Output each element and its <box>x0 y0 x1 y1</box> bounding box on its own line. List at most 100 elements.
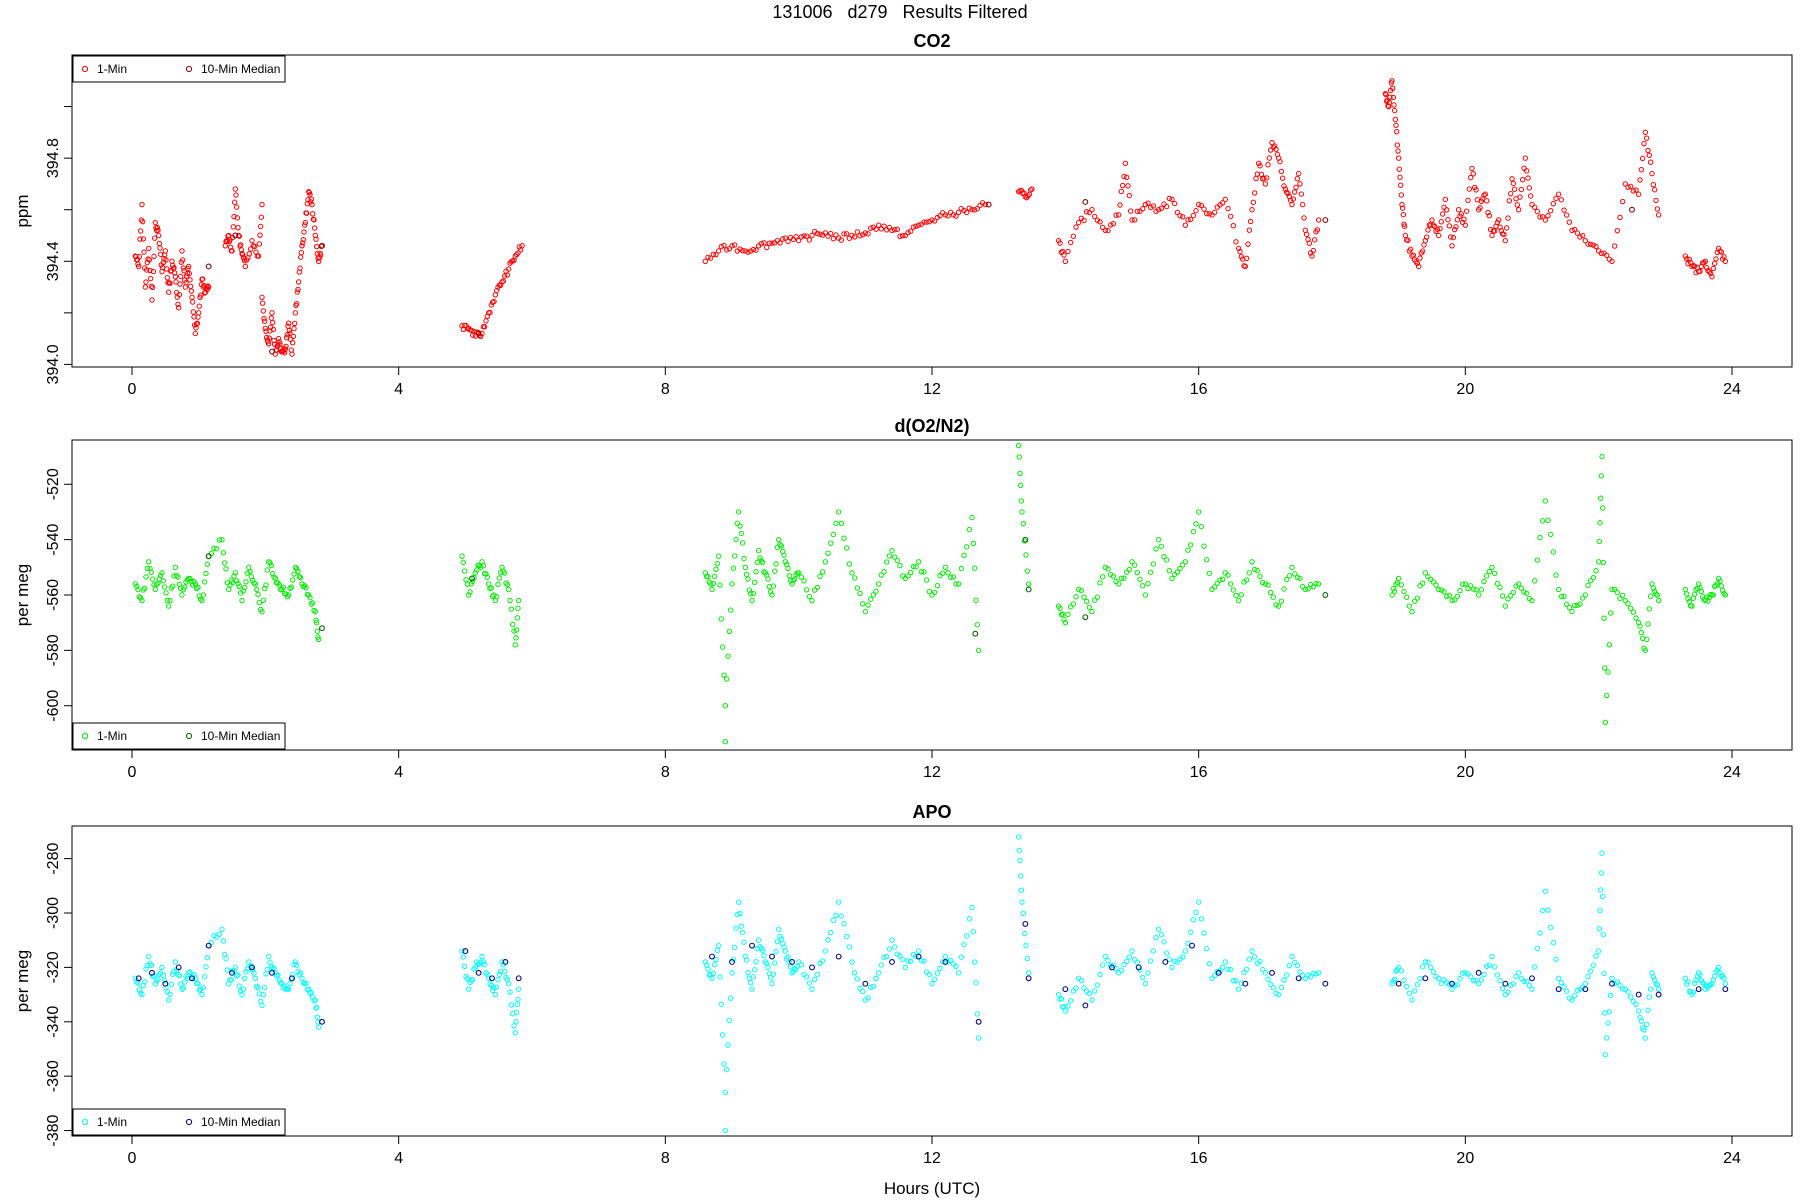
panel-1-point-1min <box>237 242 244 248</box>
panel-1-point-1min <box>231 213 237 220</box>
panel-1-point-1min <box>1295 170 1302 177</box>
panel-3-point-1min <box>1465 971 1471 977</box>
panel-2-point-1min <box>1627 605 1634 612</box>
panel-3-point-1min <box>739 929 746 936</box>
panel-3-point-1min <box>512 1029 519 1036</box>
panel-2-point-1min <box>1273 602 1279 608</box>
panel-3-point-1min <box>1219 964 1226 971</box>
panel-3-point-1min <box>1406 990 1413 996</box>
panel-2-point-1min <box>1391 588 1398 595</box>
panel-2-point-1min <box>461 568 468 574</box>
panel-2-point-1min <box>477 564 484 570</box>
panel-3-point-1min <box>315 1019 321 1025</box>
panel-3-point-1min <box>1483 963 1490 969</box>
panel-2-point-1min <box>1653 591 1659 597</box>
panel-3-point-1min <box>1593 953 1599 959</box>
panel-2-point-1min <box>1102 564 1109 571</box>
panel-1-point-1min <box>766 240 773 246</box>
panel-3-point-1min <box>714 947 721 954</box>
panel-2-point-1min <box>1246 570 1253 576</box>
panel-3-point-1min <box>1023 942 1029 949</box>
panel-1-point-1min <box>1243 255 1250 261</box>
panel-2-point-1min <box>1302 586 1309 593</box>
panel-2-point-1min <box>915 559 922 565</box>
panel-3-point-1min <box>969 904 975 911</box>
panel-1-xtick-label: 24 <box>1723 381 1741 398</box>
panel-2-point-1min <box>1637 623 1643 629</box>
panel-2-point-1min <box>1115 581 1122 587</box>
panel-2-point-1min <box>1494 580 1501 587</box>
panel-1-point-1min <box>261 315 267 322</box>
panel-3-point-1min <box>795 959 802 965</box>
panel-3-point-1min <box>811 976 818 983</box>
panel-3-point-median <box>1582 986 1589 993</box>
panel-1-point-1min <box>1393 122 1399 128</box>
panel-2-point-1min <box>1465 585 1471 592</box>
panel-2-point-1min <box>288 584 295 590</box>
panel-2-point-1min <box>727 607 734 613</box>
panel-1-point-1min <box>1025 193 1031 199</box>
panel-1-point-1min <box>194 320 201 326</box>
panel-3-point-median <box>1162 959 1169 965</box>
panel-1-point-1min <box>718 243 725 250</box>
panel-3-point-1min <box>913 953 919 959</box>
panel-2-point-1min <box>1147 569 1154 575</box>
panel-2-point-1min <box>1211 584 1218 590</box>
panel-1-point-1min <box>1091 213 1098 220</box>
panel-2-point-1min <box>773 561 779 567</box>
panel-3-point-1min <box>1278 984 1285 991</box>
panel-3-point-1min <box>1153 934 1159 941</box>
panel-3-point-1min <box>705 966 711 972</box>
panel-2-point-1min <box>1233 592 1239 599</box>
panel-2-point-1min <box>1061 616 1067 623</box>
panel-3-point-1min <box>1647 986 1654 992</box>
panel-3-point-1min <box>1419 964 1426 970</box>
panel-1-point-1min <box>1253 175 1259 182</box>
panel-1-point-1min <box>177 281 183 287</box>
panel-1-point-1min <box>1467 174 1474 181</box>
panel-1-point-1min <box>1190 212 1197 219</box>
panel-2-point-1min <box>291 571 297 577</box>
panel-2-point-1min <box>309 600 316 606</box>
panel-2-point-1min <box>822 559 829 565</box>
panel-2-point-1min <box>1310 583 1317 590</box>
panel-3-point-1min <box>1147 958 1154 964</box>
panel-1-point-1min <box>713 251 719 258</box>
panel-3-point-1min <box>147 961 153 967</box>
panel-1-xtick-label: 20 <box>1456 381 1474 398</box>
panel-1-point-1min <box>1709 274 1715 280</box>
panel-2-point-1min <box>1569 608 1575 615</box>
panel-2-point-1min <box>467 589 473 595</box>
panel-1-point-1min <box>136 253 143 260</box>
panel-1-point-1min <box>1061 252 1067 258</box>
panel-1-point-1min <box>1407 246 1414 252</box>
panel-3-point-1min <box>1599 893 1606 900</box>
panel-2-point-1min <box>809 597 815 604</box>
panel-3-point-1min <box>1222 959 1229 965</box>
panel-3-legend <box>72 1108 286 1136</box>
panel-2-point-1min <box>193 585 200 592</box>
panel-3-point-1min <box>175 971 181 978</box>
panel-3-point-1min <box>1625 989 1631 995</box>
panel-2-point-1min <box>1158 543 1165 549</box>
panel-3-point-1min <box>1209 975 1215 981</box>
panel-3-point-1min <box>1233 978 1239 984</box>
panel-2-point-1min <box>1645 621 1651 627</box>
panel-3-point-1min <box>1086 990 1093 997</box>
panel-2-point-1min <box>1721 590 1727 597</box>
panel-2-point-1min <box>216 537 223 543</box>
panel-2-point-1min <box>1315 581 1322 587</box>
panel-3-point-median <box>1062 986 1069 993</box>
panel-2-point-1min <box>312 608 319 615</box>
panel-1-point-1min <box>165 289 172 295</box>
panel-1-point-1min <box>1682 253 1689 259</box>
panel-3-point-1min <box>1569 997 1575 1003</box>
panel-2-point-1min <box>141 585 148 591</box>
panel-1-point-1min <box>937 213 943 219</box>
panel-1-point-1min <box>196 303 203 309</box>
panel-3-point-1min <box>203 964 209 970</box>
panel-2-point-1min <box>939 570 946 576</box>
panel-1-point-1min <box>1113 212 1119 218</box>
panel-1-point-1min <box>295 279 302 285</box>
panel-2-point-1min <box>1419 580 1426 586</box>
